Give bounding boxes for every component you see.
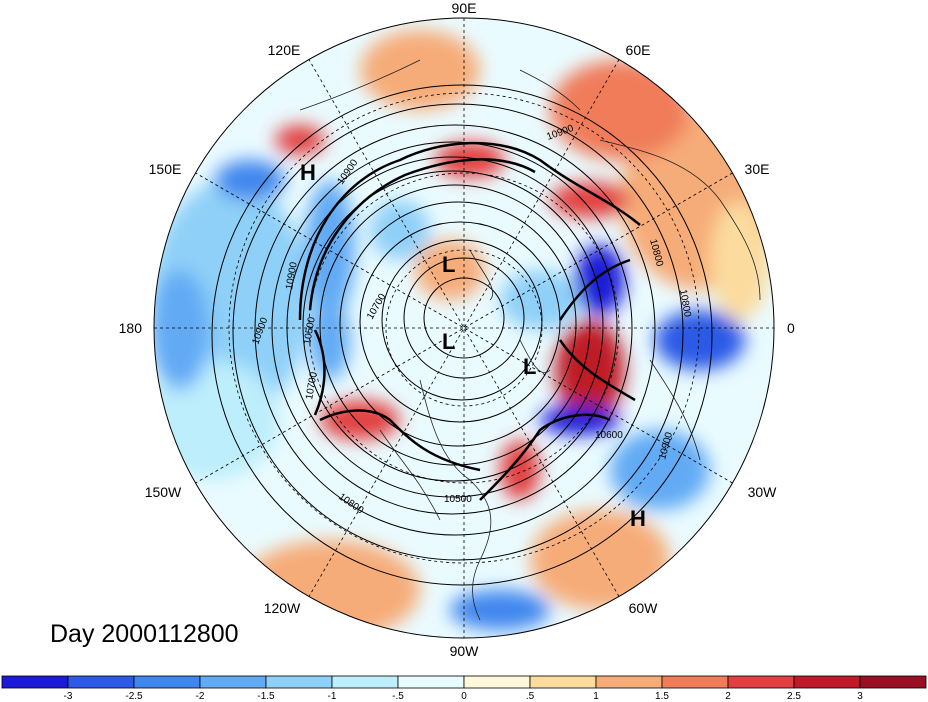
colorbar-swatch [199, 675, 267, 689]
height-contours [211, 84, 713, 586]
coastlines [299, 59, 761, 621]
colorbar-swatch [133, 675, 201, 689]
colorbar-swatch [661, 675, 729, 689]
longitude-label-30w: 30W [748, 484, 778, 500]
contour-label: 10800 [677, 289, 693, 319]
low-pressure-marker: L [442, 329, 455, 354]
colorbar-swatch [793, 675, 861, 689]
colorbar-swatch [595, 675, 663, 689]
map-boundary [153, 17, 775, 639]
colorbar-tick-label: -1.5 [257, 691, 275, 702]
longitude-label-30e: 30E [745, 161, 770, 177]
colorbar-tick-label: 0 [461, 691, 467, 702]
contour-label: 10700 [304, 371, 320, 401]
longitude-label-120e: 120E [268, 42, 301, 58]
pressure-centers: H H L L L [300, 160, 646, 531]
colorbar-swatch [1, 675, 69, 689]
longitude-label-120w: 120W [264, 600, 301, 616]
longitude-label-150e: 150E [149, 161, 182, 177]
colorbar-tick-label: -2.5 [125, 691, 143, 702]
contour-label: 10500 [302, 316, 318, 346]
colorbar-swatch [331, 675, 399, 689]
colorbar-swatch [529, 675, 597, 689]
colorbar-swatch [727, 675, 795, 689]
colorbar-swatch [67, 675, 135, 689]
longitude-label-60w: 60W [629, 600, 659, 616]
longitude-label-60e: 60E [626, 42, 651, 58]
colorbar-tick-label: 2 [725, 691, 731, 702]
longitude-label-90w: 90W [450, 643, 480, 659]
high-pressure-marker: H [300, 160, 316, 185]
low-pressure-marker: L [442, 252, 455, 277]
colorbar-tick-label: -3 [64, 691, 73, 702]
colorbar-tick-label: -1 [328, 691, 337, 702]
contour-label: 10500 [444, 494, 472, 505]
contour-label: 10900 [284, 261, 300, 291]
longitude-label-150w: 150W [145, 484, 182, 500]
high-pressure-marker: H [630, 506, 646, 531]
colorbar-tick-label: -2 [196, 691, 205, 702]
colorbar-swatch [463, 675, 531, 689]
longitude-labels: 90E 60E 30E 0 30W 60W 90W 120W 150W 180 … [119, 0, 795, 659]
longitude-label-90e: 90E [452, 0, 477, 16]
colorbar-swatch [397, 675, 465, 689]
contour-label: 10600 [595, 430, 623, 441]
longitude-label-180: 180 [119, 320, 143, 336]
map-title: Day 2000112800 [50, 620, 239, 648]
colorbar-tick-label: 1.5 [655, 691, 669, 702]
low-pressure-marker: L [523, 354, 536, 379]
colorbar-tick-label: .5 [526, 691, 535, 702]
colorbar-tick-label: 3 [857, 691, 863, 702]
graticule [154, 18, 774, 638]
colorbar-tick-label: 1 [593, 691, 599, 702]
colorbar: -3 -2.5 -2 -1.5 -1 -.5 0 .5 1 1.5 2 2.5 3 [1, 675, 927, 702]
longitude-label-0: 0 [787, 320, 795, 336]
colorbar-tick-label: 2.5 [787, 691, 801, 702]
colorbar-tick-label: -.5 [392, 691, 404, 702]
colorbar-swatch [265, 675, 333, 689]
colorbar-swatch [859, 675, 927, 689]
jet-contours [298, 141, 641, 501]
